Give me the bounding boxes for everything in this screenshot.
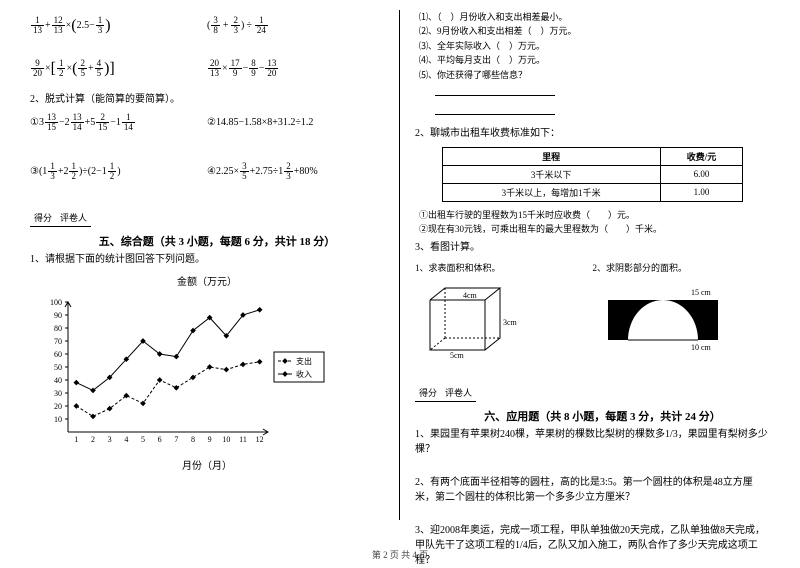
expr-1b: ( 38 + 23 ) ÷ 124 <box>207 16 384 35</box>
svg-text:80: 80 <box>54 324 62 333</box>
chart-y-title: 金额（万元） <box>30 273 384 288</box>
svg-text:10: 10 <box>54 415 62 424</box>
geom-labels: 1、求表面积和体积。 2、求阴影部分的面积。 <box>415 261 770 274</box>
sec5-title: 五、综合题（共 3 小题，每题 6 分，共计 18 分） <box>50 233 384 249</box>
svg-text:20: 20 <box>54 402 62 411</box>
svg-text:5: 5 <box>141 435 145 444</box>
q2-item-1: ① 3 1315 −2 1314 +5 215 −1 114 <box>30 113 207 132</box>
fare-table: 里程收费/元 3千米以下6.00 3千米以上，每增加1千米1.00 <box>442 147 744 202</box>
svg-text:30: 30 <box>54 389 62 398</box>
sub-q-1: ⑴、（ ）月份收入和支出相差最小。 <box>419 10 770 24</box>
svg-text:10: 10 <box>222 435 230 444</box>
score-label-6: 得分 <box>415 386 441 399</box>
q2-item-3: ③ (1 13 +2 12 )÷(2−1 12 ) <box>30 162 207 181</box>
cube-side: 5cm <box>450 351 465 360</box>
svg-text:1: 1 <box>74 435 78 444</box>
score-box-6: 得分 评卷人 <box>415 386 476 402</box>
chart-x-title: 月份（月） <box>30 457 384 472</box>
svg-text:70: 70 <box>54 337 62 346</box>
r-q3-title: 3、看图计算。 <box>415 240 770 255</box>
svg-text:4: 4 <box>124 435 128 444</box>
geom-label-1: 1、求表面积和体积。 <box>415 261 593 274</box>
svg-text:40: 40 <box>54 376 62 385</box>
svg-text:11: 11 <box>239 435 247 444</box>
svg-text:12: 12 <box>256 435 264 444</box>
svg-text:90: 90 <box>54 311 62 320</box>
fare-r1c1: 3千米以下 <box>442 165 660 183</box>
svg-text:6: 6 <box>158 435 162 444</box>
left-column: 113 + 1213 × ( 2.5 − 13 ) ( 38 + 23 ) ÷ … <box>30 10 400 520</box>
sub-q-2: ⑵、9月份收入和支出相差（ ）万元。 <box>419 24 770 38</box>
arch-figure: 15 cm 10 cm <box>593 285 771 357</box>
grader-label: 评卷人 <box>56 211 91 224</box>
fare-r1c2: 6.00 <box>660 165 743 183</box>
r-q2-sub1: ①出租车行驶的里程数为15千米时应收费（ ）元。 <box>419 208 770 222</box>
geom-figures: 4cm 3cm 5cm 15 cm 10 cm <box>415 280 770 362</box>
q2-row-2: ③ (1 13 +2 12 )÷(2−1 12 ) ④ 2.25× 35 +2.… <box>30 162 384 181</box>
sec5-q1: 1、请根据下面的统计图回答下列问题。 <box>30 252 384 267</box>
svg-text:100: 100 <box>50 298 62 307</box>
sec6-q2: 2、有两个底面半径相等的圆柱，高的比是3:5。第一个圆柱的体积是48立方厘米，第… <box>415 475 770 505</box>
r-q2-sub2: ②现在有30元钱，可乘出租车的最大里程数为（ ）千米。 <box>419 222 770 236</box>
q2-item-4: ④ 2.25× 35 +2.75÷1 23 +80% <box>207 162 384 181</box>
grader-label-6: 评卷人 <box>441 386 476 399</box>
arch-inner: 10 cm <box>691 343 712 352</box>
line-chart: 102030405060708090100123456789101112支出收入 <box>30 292 330 452</box>
cube-h: 3cm <box>503 318 518 327</box>
cube-top: 4cm <box>463 291 478 300</box>
svg-text:收入: 收入 <box>296 369 312 379</box>
sec5-head: 得分 评卷人 <box>30 211 384 227</box>
svg-text:7: 7 <box>174 435 178 444</box>
cube-figure: 4cm 3cm 5cm <box>415 280 593 362</box>
sec6-head: 得分 评卷人 <box>415 386 770 402</box>
svg-text:3: 3 <box>108 435 112 444</box>
q2-row-1: ① 3 1315 −2 1314 +5 215 −1 114 ②14.85−1.… <box>30 113 384 132</box>
fare-th-2: 收费/元 <box>660 147 743 165</box>
svg-text:8: 8 <box>191 435 195 444</box>
svg-text:2: 2 <box>91 435 95 444</box>
sub-q-4: ⑷、平均每月支出（ ）万元。 <box>419 53 770 67</box>
right-column: ⑴、（ ）月份收入和支出相差最小。 ⑵、9月份收入和支出相差（ ）万元。 ⑶、全… <box>400 10 770 520</box>
expr-2b: 2013 × 179 − 89 − 1320 <box>207 59 384 78</box>
expr-row-2: 920 × [ 12 × ( 25 + 45 ) ] 2013 × 179 − … <box>30 59 384 78</box>
blank-line-1 <box>435 86 555 96</box>
sec6-q1: 1、果园里有苹果树240棵，苹果树的棵数比梨树的棵数多1/3，果园里有梨树多少棵… <box>415 427 770 457</box>
blank-line-2 <box>435 105 555 115</box>
q2-title: 2、脱式计算（能简算的要简算）。 <box>30 92 384 107</box>
sub-q-3: ⑶、全年实际收入（ ）万元。 <box>419 39 770 53</box>
page-footer: 第 2 页 共 4 页 <box>0 548 800 561</box>
arch-outer: 15 cm <box>691 288 712 297</box>
fare-th-1: 里程 <box>442 147 660 165</box>
score-box-5: 得分 评卷人 <box>30 211 91 227</box>
r-q2-title: 2、聊城市出租车收费标准如下： <box>415 126 770 141</box>
chart-wrap: 金额（万元） 102030405060708090100123456789101… <box>30 273 384 472</box>
sec6-title: 六、应用题（共 8 小题，每题 3 分，共计 24 分） <box>435 408 770 424</box>
geom-label-2: 2、求阴影部分的面积。 <box>593 261 771 274</box>
svg-text:60: 60 <box>54 350 62 359</box>
svg-text:9: 9 <box>208 435 212 444</box>
fare-r2c2: 1.00 <box>660 183 743 201</box>
svg-text:50: 50 <box>54 363 62 372</box>
expr-2a: 920 × [ 12 × ( 25 + 45 ) ] <box>30 59 207 78</box>
sub-q-5: ⑸、你还获得了哪些信息？ <box>419 68 770 82</box>
expr-1a: 113 + 1213 × ( 2.5 − 13 ) <box>30 16 207 35</box>
svg-text:支出: 支出 <box>296 356 312 366</box>
expr-row-1: 113 + 1213 × ( 2.5 − 13 ) ( 38 + 23 ) ÷ … <box>30 16 384 35</box>
q2-item-2: ②14.85−1.58×8+31.2÷1.2 <box>207 113 384 132</box>
fare-r2c1: 3千米以上，每增加1千米 <box>442 183 660 201</box>
page: 113 + 1213 × ( 2.5 − 13 ) ( 38 + 23 ) ÷ … <box>0 0 800 540</box>
score-label: 得分 <box>30 211 56 224</box>
